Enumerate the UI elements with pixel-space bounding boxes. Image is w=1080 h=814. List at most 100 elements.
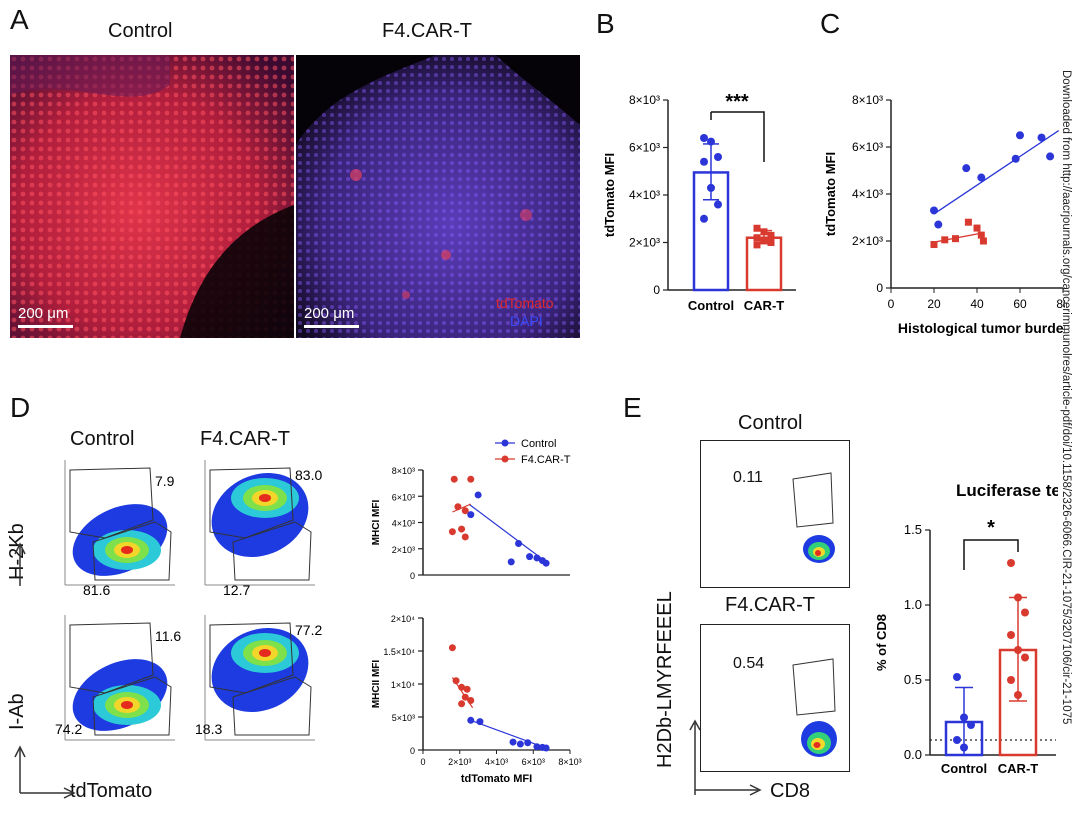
chartD2-point bbox=[476, 718, 484, 726]
chart-b-y-tick-label: 2×10³ bbox=[629, 236, 660, 250]
chart-e-point bbox=[1021, 653, 1029, 662]
chartD2-x-tick-label: 8×10³ bbox=[558, 757, 581, 767]
chart-e-point bbox=[1021, 608, 1029, 617]
chartD1-point bbox=[454, 503, 462, 511]
chartD1-point bbox=[515, 540, 523, 547]
chartD2-x-tick-label: 2×10³ bbox=[448, 757, 471, 767]
chart-e-point bbox=[1014, 691, 1022, 699]
chartD1-point bbox=[448, 528, 456, 536]
micrograph-control: 200 μm bbox=[10, 55, 294, 338]
flow-d-gate-low-value: 81.6 bbox=[83, 582, 110, 598]
chartD1-point bbox=[533, 554, 541, 562]
chartD2-y-tick-label: 1×10⁴ bbox=[391, 680, 415, 690]
flow-d-density-peak bbox=[259, 494, 271, 502]
scale-bar-label-control: 200 μm bbox=[18, 305, 69, 322]
chartD2-point bbox=[467, 697, 475, 704]
chart-b-point bbox=[760, 228, 768, 236]
chartD1-y-label: MHCI MFI bbox=[371, 500, 382, 546]
chart-e-point bbox=[1014, 593, 1022, 602]
panel-e-x-arrow bbox=[695, 784, 762, 796]
chart-c-point bbox=[930, 241, 938, 249]
panel-d-x-axis: tdTomato bbox=[70, 780, 153, 802]
panel-d-row1-arrow-head bbox=[14, 542, 26, 555]
chart-c-point bbox=[930, 206, 938, 215]
flow-d-gate-high bbox=[209, 467, 294, 539]
chart-b-point bbox=[767, 239, 775, 246]
panel-a-control-title: Control bbox=[108, 20, 173, 42]
micrograph-cart: 200 μm tdTomato DAPI bbox=[296, 55, 580, 338]
chart-b-point bbox=[700, 214, 708, 223]
chart-b-point bbox=[753, 224, 761, 232]
flow-d-gate-low bbox=[92, 676, 172, 736]
panel-d-y-arrow-head bbox=[14, 745, 26, 758]
flow-e-control-value: 0.11 bbox=[733, 469, 763, 486]
flow-d-gate-high-value: 77.2 bbox=[295, 622, 322, 638]
chartD2-point bbox=[458, 683, 466, 691]
chartD2-point bbox=[542, 744, 550, 752]
flow-e-control: 0.11 bbox=[700, 440, 850, 588]
chart-c-point bbox=[934, 220, 943, 229]
flow-e-cart-value: 0.54 bbox=[733, 655, 765, 672]
chart-c-x-tick-label: 0 bbox=[888, 297, 895, 311]
chart-c-y-label: tdTomato MFI bbox=[823, 152, 838, 236]
chart-e-significance: * bbox=[987, 517, 995, 539]
scale-bar-cart bbox=[304, 325, 359, 328]
chartD1-point bbox=[507, 558, 515, 566]
flow-d-gate-low bbox=[92, 521, 172, 581]
chartD2-y-tick-label: 2×10⁴ bbox=[391, 614, 415, 624]
chart-c-point bbox=[973, 224, 981, 232]
chart-b-point bbox=[767, 231, 775, 239]
panel-e-y-axis: H2Db-LMYRFEEEL bbox=[654, 591, 676, 768]
chartD1-y-tick-label: 4×10³ bbox=[392, 519, 415, 529]
chart-c-point bbox=[977, 231, 985, 239]
chart-c-y-tick-label: 2×10³ bbox=[852, 234, 883, 248]
chart-c-x-label: Histological tumor burden bbox=[898, 320, 1065, 336]
chartD2-x-label: tdTomato MFI bbox=[461, 773, 532, 785]
panel-e-x-axis: CD8 bbox=[770, 780, 811, 802]
flow-d-plot: 83.0 12.7 bbox=[204, 460, 322, 598]
flow-d-gate-high bbox=[69, 467, 154, 539]
chartD1-legend-label: Control bbox=[521, 438, 556, 450]
chart-b-y-tick-label: 0 bbox=[653, 283, 660, 297]
panel-d-x-arrow-head bbox=[63, 787, 76, 799]
chart-b-point bbox=[753, 234, 761, 242]
chart-c-point bbox=[977, 173, 986, 182]
chartD2-point bbox=[524, 739, 532, 747]
chartD2-point bbox=[458, 700, 466, 708]
chart-c: 0 2×10³ 4×10³ 6×10³ 8×10³ 0 20 40 60 80 tdTomato M… bbox=[823, 93, 1065, 336]
chart-e-point bbox=[1007, 631, 1015, 639]
chart-b-point bbox=[700, 157, 708, 166]
chart-e: 0.0 0.5 1.0 1.5 Luciferase tetramer % of CD8 C… bbox=[874, 481, 1058, 776]
chart-c-y-tick-label: 0 bbox=[876, 281, 883, 295]
panel-letter-e: E bbox=[623, 392, 642, 423]
panel-d-row1-arrow bbox=[14, 542, 26, 586]
chart-c-point bbox=[1016, 131, 1024, 140]
chart-e-x-tick-label: Control bbox=[941, 761, 987, 776]
chartD2-point bbox=[533, 743, 541, 751]
chart-b-point bbox=[753, 241, 761, 249]
chartD2-point bbox=[467, 716, 475, 724]
chart-b-point bbox=[714, 153, 722, 161]
chartD2-y-tick-label: 1.5×10⁴ bbox=[383, 647, 415, 657]
chartD2-point bbox=[509, 738, 517, 746]
chartD1-fit-line bbox=[452, 503, 472, 513]
panel-letter-d: D bbox=[10, 392, 31, 423]
chart-b-point bbox=[760, 236, 768, 244]
chart-e-y-tick-label: 0.5 bbox=[904, 672, 922, 687]
chart-b-point bbox=[707, 137, 715, 146]
chartD1-legend-label: F4.CAR-T bbox=[521, 454, 571, 466]
chart-e-y-label: % of CD8 bbox=[874, 614, 889, 671]
chartD2-x-tick-label: 6×10³ bbox=[522, 757, 545, 767]
chart-e-point bbox=[1007, 676, 1015, 684]
chartD1-point bbox=[458, 525, 466, 533]
chart-e-x-tick-label: CAR-T bbox=[998, 761, 1038, 776]
chartD1-point bbox=[467, 475, 475, 483]
chartD1-point bbox=[474, 491, 482, 499]
chart-b-significance-bracket bbox=[711, 111, 765, 162]
chartD2-y-label: MHCII MFI bbox=[371, 660, 382, 709]
chartD1-point bbox=[461, 507, 469, 515]
chartD2-point bbox=[461, 693, 469, 701]
chartD2-y-tick-label: 0 bbox=[410, 746, 415, 756]
panel-e-y-arrow bbox=[689, 719, 701, 795]
panel-e-control-title: Control bbox=[738, 412, 803, 434]
